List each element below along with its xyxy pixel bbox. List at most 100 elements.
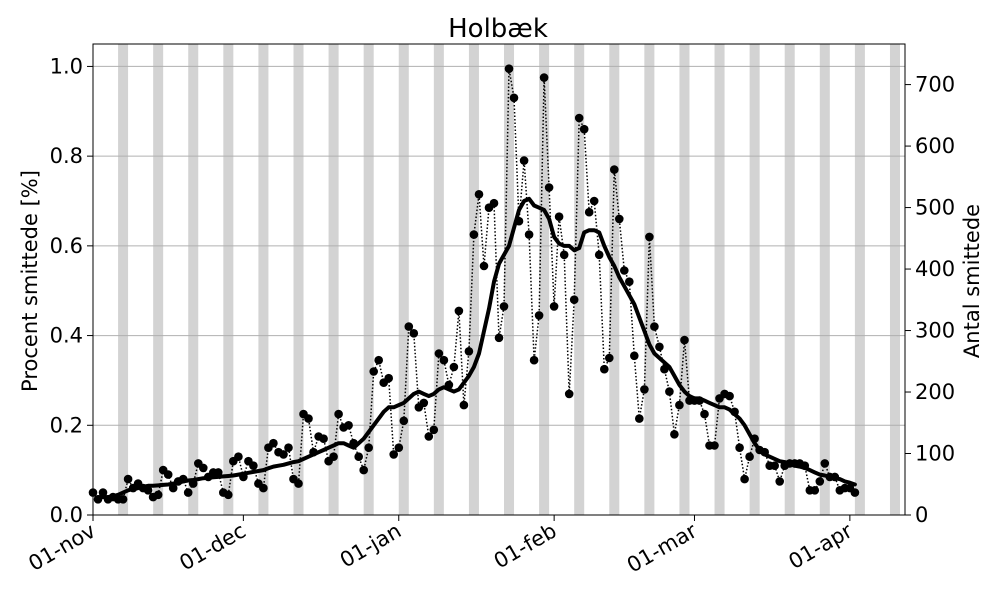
data-point	[519, 156, 529, 165]
data-point	[499, 302, 509, 311]
data-point	[249, 461, 258, 471]
data-point	[559, 250, 569, 260]
data-point	[118, 495, 128, 504]
data-point	[224, 490, 233, 500]
data-point	[284, 443, 293, 453]
y2-tick-label: 700	[915, 73, 955, 97]
x-tick-label: 01-feb	[490, 519, 561, 574]
data-point	[529, 355, 539, 365]
data-point	[389, 450, 399, 459]
y-tick-label: 0.2	[50, 413, 83, 437]
y2-tick-label: 0	[915, 503, 928, 527]
data-point	[554, 212, 564, 221]
data-point	[434, 349, 444, 358]
data-point	[594, 250, 604, 260]
data-point	[740, 474, 749, 484]
data-point	[625, 277, 634, 287]
weekend-band	[398, 44, 409, 515]
data-point	[424, 432, 434, 441]
data-point	[199, 463, 208, 473]
y2-tick-label: 100	[915, 442, 955, 466]
data-point	[183, 488, 193, 497]
data-point	[665, 387, 674, 396]
y2-tick-label: 200	[915, 380, 955, 404]
data-point	[640, 385, 649, 394]
data-point	[524, 230, 534, 239]
data-point	[620, 266, 629, 275]
data-point	[820, 459, 830, 468]
data-point	[650, 322, 659, 331]
data-point	[359, 465, 369, 475]
data-point	[810, 486, 820, 495]
rolling-average-line	[96, 196, 857, 500]
data-point	[534, 311, 544, 320]
data-point	[549, 302, 559, 311]
weekend-band	[574, 44, 585, 515]
y-tick-label: 0.0	[50, 503, 83, 527]
data-point	[509, 93, 519, 103]
rolling-average-series	[96, 196, 857, 500]
data-point	[98, 488, 108, 497]
data-point	[655, 342, 664, 352]
data-point	[615, 214, 624, 224]
weekend-band	[223, 44, 234, 515]
data-point	[680, 335, 689, 345]
data-point	[123, 474, 133, 484]
y-axis-right: 0 100 200 300 400 500 600 700	[905, 73, 955, 527]
data-point	[234, 452, 243, 462]
x-axis: 01-nov 01-dec 01-jan 01-feb 01-mar 01-apr	[24, 515, 857, 577]
data-point	[574, 113, 584, 123]
data-point	[279, 450, 288, 459]
weekend-band	[889, 44, 900, 515]
y-tick-label: 0.6	[50, 234, 83, 258]
data-point	[735, 443, 744, 453]
data-point	[469, 230, 479, 239]
data-point	[564, 389, 574, 399]
data-point	[429, 425, 439, 435]
x-tick-label: 01-mar	[623, 518, 701, 577]
weekend-band	[784, 44, 795, 515]
weekend-band	[819, 44, 830, 515]
data-point	[419, 398, 429, 408]
weekend-band	[679, 44, 690, 515]
data-point	[745, 452, 754, 462]
y2-tick-label: 600	[915, 134, 955, 158]
data-point	[439, 355, 449, 365]
data-point	[544, 183, 554, 192]
data-point	[815, 477, 825, 486]
data-point	[539, 73, 549, 82]
data-point	[675, 400, 684, 410]
data-point	[569, 295, 579, 305]
data-point	[269, 438, 278, 448]
data-point	[610, 165, 619, 174]
y-tick-label: 0.8	[50, 144, 83, 168]
y-axis-label: Procent smittede [%]	[18, 170, 42, 392]
chart-title: Holbæk	[448, 14, 548, 44]
weekend-band	[118, 44, 129, 515]
x-tick-label: 01-dec	[175, 519, 249, 576]
weekend-band	[363, 44, 374, 515]
y2-axis-label: Antal smittede	[960, 204, 984, 358]
data-point	[494, 333, 504, 343]
weekend-band	[714, 44, 725, 515]
data-point	[449, 362, 459, 372]
x-tick-label: 01-jan	[336, 519, 405, 573]
data-point	[630, 351, 639, 361]
y2-tick-label: 300	[915, 319, 955, 343]
data-point	[344, 421, 353, 430]
data-point	[645, 232, 654, 242]
weekend-band	[644, 44, 655, 515]
weekend-band	[188, 44, 199, 515]
weekend-band	[749, 44, 760, 515]
x-tick-label: 01-nov	[24, 519, 99, 576]
data-point	[725, 391, 734, 401]
weekend-band	[468, 44, 479, 515]
data-point	[214, 468, 223, 477]
data-point	[294, 479, 303, 488]
data-point	[319, 434, 328, 444]
data-point	[504, 64, 514, 73]
weekend-band	[504, 44, 515, 515]
data-point	[605, 353, 614, 363]
data-point	[364, 443, 374, 453]
y-tick-label: 1.0	[50, 54, 83, 78]
